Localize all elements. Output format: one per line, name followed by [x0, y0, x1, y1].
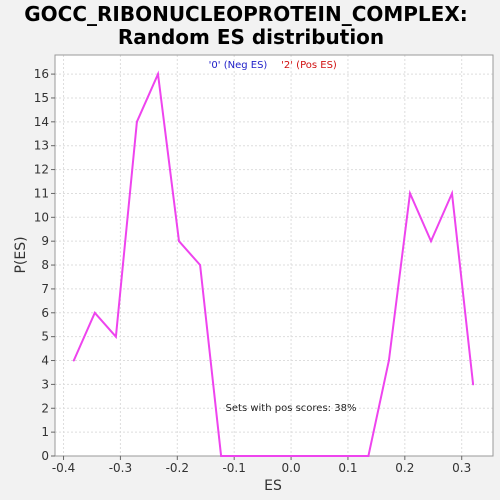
x-tick-label: 0.3 [452, 461, 471, 475]
y-tick-label: 12 [34, 163, 49, 177]
data-point [408, 192, 411, 195]
y-tick-label: 6 [41, 306, 49, 320]
y-tick-label: 11 [34, 186, 49, 200]
y-tick-label: 3 [41, 377, 49, 391]
chart-subtitle: Random ES distribution [118, 25, 384, 49]
y-tick-label: 1 [41, 425, 49, 439]
data-point [114, 335, 117, 338]
pos-scores-annotation: Sets with pos scores: 38% [226, 403, 357, 414]
series-layer [72, 70, 475, 457]
legend-item-neg-es: '0' (Neg ES) [209, 60, 268, 71]
y-tick-label: 4 [41, 354, 49, 368]
y-tick-label: 16 [34, 67, 49, 81]
data-point [135, 120, 138, 123]
data-point [72, 359, 75, 362]
y-axis-label: P(ES) [13, 236, 29, 273]
data-point [472, 383, 475, 386]
x-tick-label: -0.2 [166, 461, 189, 475]
x-tick-label: -0.4 [52, 461, 75, 475]
y-tick-label: 10 [34, 210, 49, 224]
x-axis-label: ES [264, 478, 282, 494]
y-tick-label: 15 [34, 91, 49, 105]
y-tick-label: 0 [41, 449, 49, 463]
data-point [387, 359, 390, 362]
data-point [156, 73, 159, 76]
y-tick-label: 5 [41, 330, 49, 344]
x-tick-label: -0.1 [222, 461, 245, 475]
data-point [429, 240, 432, 243]
legend-item-pos-es: '2' (Pos ES) [281, 60, 337, 71]
x-tick-label: 0.2 [395, 461, 414, 475]
data-point [451, 192, 454, 195]
data-point [178, 240, 181, 243]
y-tick-label: 9 [41, 234, 49, 248]
x-tick-label: 0.1 [338, 461, 357, 475]
y-tick-label: 13 [34, 139, 49, 153]
data-point [199, 264, 202, 267]
data-point [367, 455, 370, 457]
data-point [220, 455, 223, 457]
y-tick-label: 14 [34, 115, 49, 129]
y-tick-label: 7 [41, 282, 49, 296]
series-line-0 [72, 70, 475, 457]
data-point [93, 311, 96, 314]
x-tick-label: 0.0 [282, 461, 301, 475]
chart-title: GOCC_RIBONUCLEOPROTEIN_COMPLEX: [24, 2, 468, 26]
y-tick-label: 8 [41, 258, 49, 272]
y-tick-label: 2 [41, 401, 49, 415]
x-tick-label: -0.3 [109, 461, 132, 475]
